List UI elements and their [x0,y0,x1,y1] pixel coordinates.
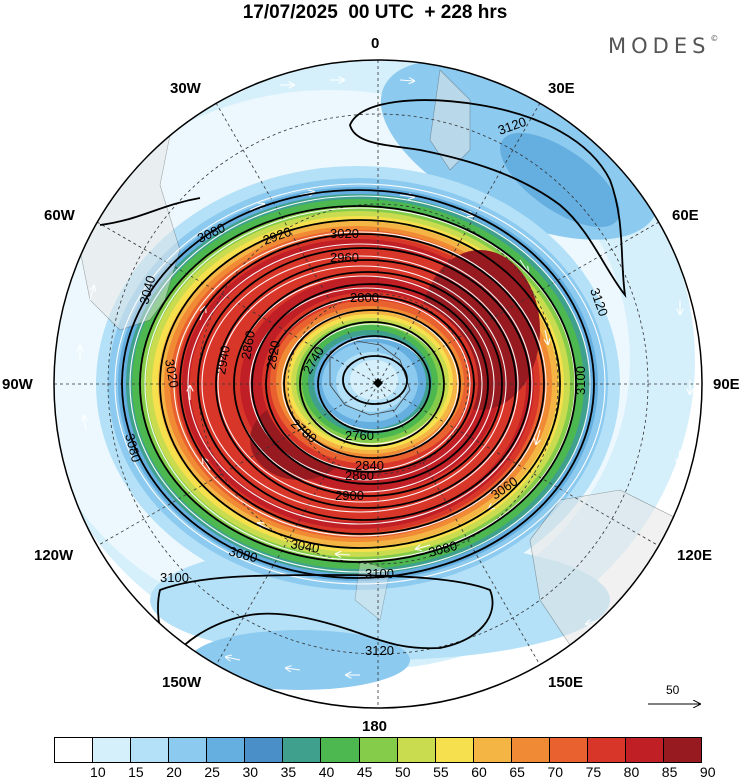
colorbar-tick-label: 20 [166,764,182,780]
colorbar-swatch [511,738,550,762]
colorbar-tick-label: 15 [128,764,144,780]
contour-label: 2800 [350,290,379,305]
contour-label: 3040 [289,536,320,556]
lon-label-30e: 30E [548,80,575,97]
lon-label-30w: 30W [170,80,201,97]
height-contours [99,99,627,662]
colorbar-tick-label: 10 [90,764,106,780]
colorbar-swatch [473,738,512,762]
contour-label: 2860 [345,468,374,483]
map-boundary [53,59,703,709]
colorbar-tick-label: 60 [471,764,487,780]
contour-label: 2860 [238,329,258,360]
colorbar-tick-label: 65 [509,764,525,780]
contour-label: 3040 [136,274,158,306]
colorbar-tick-label: 80 [623,764,640,780]
lon-label-90w: 90W [2,376,33,393]
colorbar-ticks: 10 15 20 25 30 35 40 45 50 55 60 65 70 75 80 85 90 [54,764,715,782]
south-pole-marker [373,378,383,388]
colorbar-tick-label: 70 [547,764,564,780]
colorbar-tick-label: 25 [204,764,220,780]
colorbar-swatch [245,738,284,762]
contour-label: 2820 [263,339,283,370]
lon-label-60e: 60E [672,207,699,224]
contour-label: 2960 [330,250,359,265]
colorbar-swatch [169,738,208,762]
lon-label-150e: 150E [548,674,584,691]
colorbar-swatch [587,738,626,762]
contour-label: 3080 [227,543,259,565]
logo-text: MODES [608,34,711,58]
vector-reference-arrow [648,680,710,720]
lon-label-150w: 150W [162,674,202,691]
colorbar-swatch [283,738,322,762]
colorbar-swatch [359,738,398,762]
colorbar-swatch [207,738,246,762]
modes-logo: MODES© [608,34,718,58]
colorbar-swatch [435,738,474,762]
colorbar-swatch [55,738,94,762]
lon-label-0: 0 [371,35,380,52]
colorbar-swatch [625,738,664,762]
colorbar-swatch [664,738,702,762]
colorbar-tick-label: 90 [699,764,716,780]
colorbar-swatch [549,738,588,762]
colorbar-swatch [321,738,360,762]
colorbar [54,737,702,763]
colorbar-tick-label: 55 [433,764,449,780]
contour-label: 3100 [365,566,394,581]
contour-label: 2760 [345,428,374,443]
polar-map: 3120 3120 3120 3100 3080 3080 3080 3080 … [53,59,703,709]
lon-label-60w: 60W [44,207,75,224]
vector-reference-label: 50 [666,683,680,697]
lon-label-120e: 120E [677,547,713,564]
contour-label: 3020 [330,226,359,241]
lon-label-180: 180 [362,718,388,735]
colorbar-tick-label: 35 [280,764,297,780]
contour-label: 3020 [162,358,182,389]
lon-label-120w: 120W [34,547,74,564]
contour-label: 3120 [365,643,394,658]
colorbar-swatch [131,738,170,762]
copyright-mark: © [710,34,719,43]
colorbar-tick-label: 40 [318,764,335,780]
colorbar-tick-label: 85 [661,764,678,780]
colorbar-tick-label: 30 [242,764,259,780]
map-title: 17/07/2025 00 UTC + 228 hrs [242,2,508,23]
contour-label: 2940 [213,344,233,375]
contour-label: 3080 [122,432,144,464]
contour-label: 2900 [335,488,364,503]
contour-label: 3080 [427,538,459,560]
colorbar-tick-label: 45 [356,764,373,780]
colorbar-tick-label: 75 [585,764,602,780]
lon-label-90e: 90E [713,376,740,393]
contour-label: 3100 [573,366,588,395]
colorbar-swatch [93,738,132,762]
colorbar-tick-label: 50 [394,764,411,780]
contour-label: 2840 [355,458,384,473]
contour-label: 3100 [160,570,189,585]
colorbar-swatch [397,738,436,762]
